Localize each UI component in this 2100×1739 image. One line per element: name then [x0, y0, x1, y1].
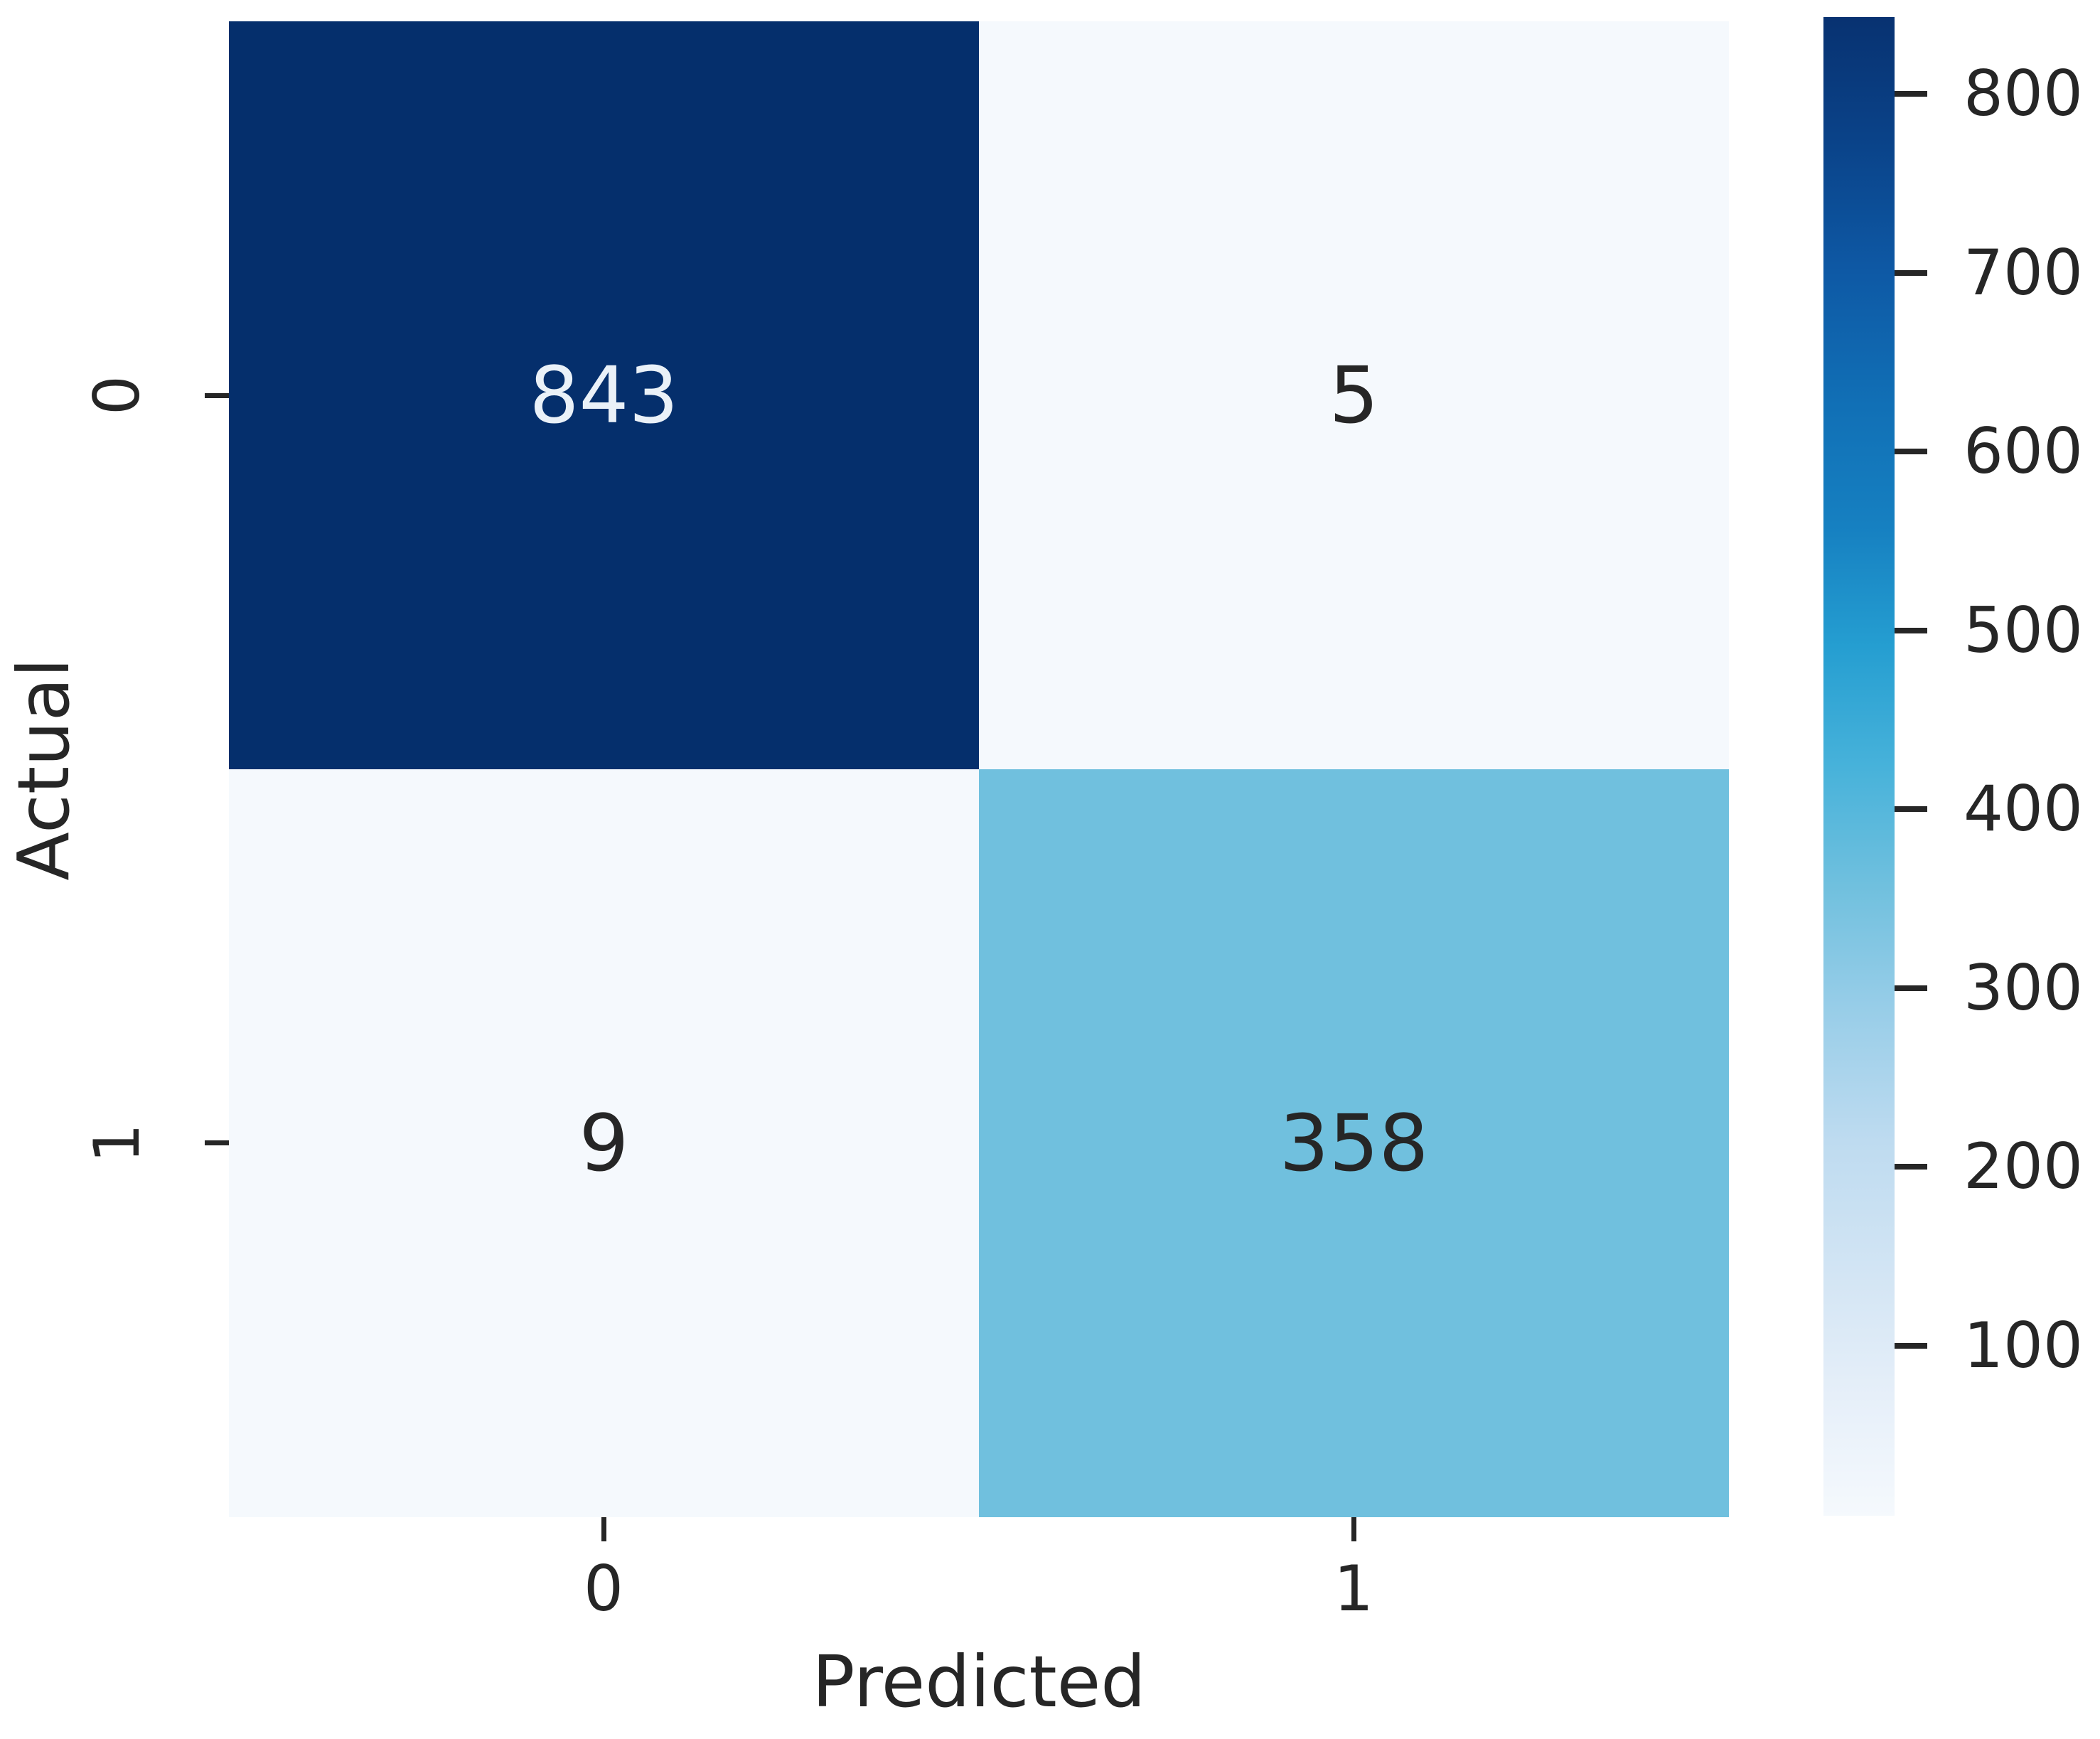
y-tick-mark — [205, 1140, 229, 1145]
heatmap-cell-r0c0: 843 — [229, 21, 979, 769]
x-tick-mark — [601, 1517, 606, 1541]
x-tick-mark — [1351, 1517, 1356, 1541]
colorbar-tick-label: 400 — [1964, 772, 2083, 846]
colorbar-tick-label: 600 — [1964, 414, 2083, 488]
heatmap-cell-r1c0: 9 — [229, 769, 979, 1517]
colorbar-tick-mark — [1895, 1164, 1927, 1170]
heatmap-cell-r1c1: 358 — [979, 769, 1729, 1517]
colorbar-tick-label: 500 — [1964, 593, 2083, 667]
colorbar-tick-mark — [1895, 269, 1927, 276]
y-tick-mark — [205, 393, 229, 398]
colorbar-tick-mark — [1895, 1343, 1927, 1349]
colorbar-tick-mark — [1895, 91, 1927, 97]
colorbar-tick-mark — [1895, 985, 1927, 991]
colorbar-tick-mark — [1895, 627, 1927, 633]
x-tick-label-1: 1 — [1334, 1552, 1373, 1625]
x-axis-label: Predicted — [812, 1640, 1146, 1723]
colorbar-gradient — [1823, 17, 1895, 1516]
colorbar-tick-label: 700 — [1964, 235, 2083, 309]
colorbar-tick-label: 800 — [1964, 57, 2083, 131]
cell-value-annotation: 358 — [1279, 1098, 1429, 1189]
cell-value-annotation: 5 — [1329, 350, 1379, 441]
colorbar — [1823, 17, 1895, 1516]
x-tick-label-0: 0 — [584, 1552, 623, 1625]
colorbar-tick-label: 100 — [1964, 1309, 2083, 1383]
cell-value-annotation: 9 — [579, 1098, 629, 1189]
colorbar-tick-label: 200 — [1964, 1130, 2083, 1204]
colorbar-tick-label: 300 — [1964, 951, 2083, 1024]
colorbar-tick-mark — [1895, 806, 1927, 813]
cell-value-annotation: 843 — [529, 350, 679, 441]
heatmap-cell-r0c1: 5 — [979, 21, 1729, 769]
heatmap-plot: 843 5 9 358 — [229, 21, 1729, 1517]
colorbar-tick-mark — [1895, 449, 1927, 455]
